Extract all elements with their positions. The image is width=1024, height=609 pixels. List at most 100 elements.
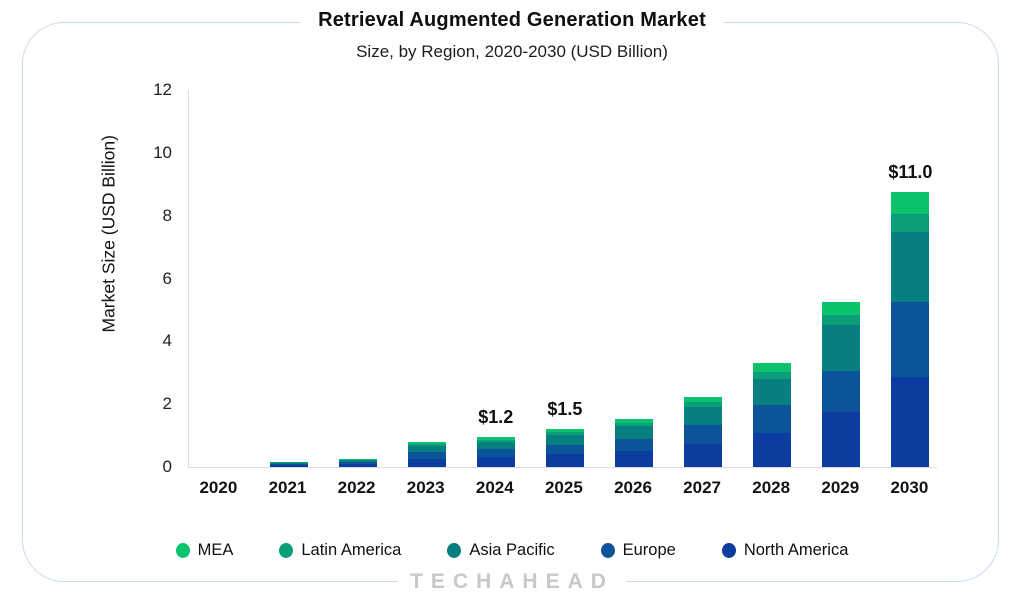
legend-label-mea: MEA — [197, 540, 234, 559]
bar-2025-segment-europe — [545, 444, 584, 455]
bar-2027-segment-latin-america — [684, 402, 723, 407]
y-axis-ticks: 0 2 4 6 8 10 12 — [118, 0, 172, 609]
bar-2027-segment-mea — [684, 396, 723, 403]
x-tick-2020: 2020 — [199, 478, 238, 497]
bar-2030-segment-latin-america — [891, 214, 930, 232]
bar-2028-segment-europe — [753, 405, 792, 433]
bar-2030-segment-north-america — [891, 376, 930, 467]
x-tick-2021: 2021 — [268, 478, 307, 497]
bar-2023-segment-north-america — [407, 458, 446, 467]
legend-dot-icon-north-america — [721, 542, 736, 558]
bar-2024-segment-latin-america — [476, 439, 515, 442]
legend-item-europe: Europe — [600, 540, 676, 560]
bar-2024-segment-north-america — [476, 457, 515, 467]
chart-title: Retrieval Augmented Generation Market — [300, 9, 724, 32]
x-tick-2026: 2026 — [614, 478, 652, 497]
x-tick-2028: 2028 — [752, 478, 791, 497]
bar-2027-segment-asia-pacific — [684, 406, 723, 426]
legend: MEA Latin America Asia Pacific Europe North … — [0, 536, 1024, 564]
y-tick-0: 0 — [162, 457, 172, 476]
bar-2029-segment-europe — [822, 370, 861, 412]
bar-2025-segment-mea — [545, 429, 584, 433]
plot-area: $1.2 $1.5 $11.0 — [188, 90, 937, 468]
bar-2023-segment-asia-pacific — [407, 445, 446, 453]
bar-2029-segment-north-america — [822, 411, 861, 467]
chart-subtitle: Size, by Region, 2020-2030 (USD Billion) — [356, 42, 668, 61]
x-tick-2025: 2025 — [544, 478, 583, 497]
bar-2021-segment-north-america — [269, 465, 308, 467]
bar-2021-segment-asia-pacific — [269, 462, 308, 465]
legend-item-asia-pacific: Asia Pacific — [447, 540, 555, 560]
value-label-2024: $1.2 — [478, 407, 514, 428]
bar-2025 — [545, 429, 584, 467]
bar-2026-segment-latin-america — [615, 423, 653, 427]
bar-2024-segment-mea — [476, 437, 515, 440]
x-tick-2030: 2030 — [890, 478, 929, 497]
legend-label-asia-pacific: Asia Pacific — [469, 540, 555, 559]
bar-2023-segment-latin-america — [407, 444, 446, 446]
y-tick-10: 10 — [153, 142, 172, 162]
legend-item-latin-america: Latin America — [279, 541, 401, 560]
bar-2027-segment-north-america — [684, 443, 723, 467]
bar-2028 — [753, 363, 792, 467]
legend-label-north-america: North America — [743, 540, 849, 559]
bar-2022-segment-north-america — [338, 464, 377, 467]
bar-2025-segment-north-america — [545, 454, 584, 467]
bar-2029 — [822, 301, 861, 467]
value-label-2030: $11.0 — [888, 161, 933, 182]
legend-dot-icon-mea — [175, 542, 190, 558]
bar-2030-segment-asia-pacific — [891, 231, 930, 303]
legend-label-europe: Europe — [622, 540, 676, 559]
bar-2021 — [269, 461, 308, 467]
bar-2024-segment-asia-pacific — [476, 441, 515, 450]
bar-2023 — [407, 441, 446, 467]
legend-item-mea: MEA — [175, 540, 234, 560]
bar-2023-segment-europe — [407, 452, 446, 459]
bar-2025-segment-latin-america — [545, 432, 584, 435]
y-tick-8: 8 — [162, 205, 172, 225]
bar-2027 — [684, 396, 723, 467]
bar-2022-segment-asia-pacific — [338, 460, 377, 463]
bar-2023-segment-mea — [407, 441, 446, 445]
x-tick-2022: 2022 — [337, 478, 376, 497]
y-tick-4: 4 — [162, 331, 172, 351]
x-tick-2023: 2023 — [406, 478, 445, 497]
bar-2026-segment-asia-pacific — [615, 426, 653, 439]
y-tick-12: 12 — [153, 80, 172, 99]
bar-2028-segment-latin-america — [753, 372, 792, 379]
brand-logo: TECHAHEAD — [398, 570, 626, 594]
legend-dot-icon-latin-america — [279, 542, 294, 558]
x-tick-2024: 2024 — [475, 478, 514, 497]
y-axis-title: Market Size (USD Billion) — [98, 135, 119, 333]
bar-2026-segment-north-america — [615, 451, 653, 467]
bar-2026-segment-mea — [615, 419, 653, 424]
bar-2021-segment-europe — [269, 464, 308, 466]
bar-2027-segment-europe — [684, 425, 723, 444]
bar-2026 — [615, 419, 653, 467]
bar-2030-segment-europe — [891, 302, 930, 377]
bar-2028-segment-north-america — [753, 432, 792, 467]
x-tick-2029: 2029 — [821, 478, 860, 497]
bar-2022 — [338, 459, 377, 467]
bar-2029-segment-latin-america — [822, 314, 861, 325]
legend-item-north-america: North America — [721, 540, 849, 560]
bar-2022-segment-europe — [338, 462, 377, 465]
x-axis-labels: 2020 2021 2022 2023 2024 2025 2026 2027 2028 2029… — [188, 478, 936, 502]
legend-dot-icon-europe — [600, 542, 615, 558]
bar-2030 — [891, 191, 930, 467]
x-tick-2027: 2027 — [683, 478, 722, 497]
y-tick-2: 2 — [162, 394, 172, 414]
bar-2028-segment-asia-pacific — [753, 378, 792, 406]
bar-2025-segment-asia-pacific — [545, 434, 584, 445]
value-label-2025: $1.5 — [547, 399, 583, 420]
bar-2030-segment-mea — [891, 191, 930, 215]
bar-2024 — [476, 437, 515, 467]
bar-2026-segment-europe — [615, 438, 653, 452]
bar-2024-segment-europe — [476, 449, 515, 458]
legend-dot-icon-asia-pacific — [447, 542, 462, 558]
y-tick-6: 6 — [162, 268, 172, 288]
bar-2029-segment-asia-pacific — [822, 324, 861, 371]
legend-label-latin-america: Latin America — [301, 540, 402, 559]
bar-2028-segment-mea — [753, 363, 792, 373]
